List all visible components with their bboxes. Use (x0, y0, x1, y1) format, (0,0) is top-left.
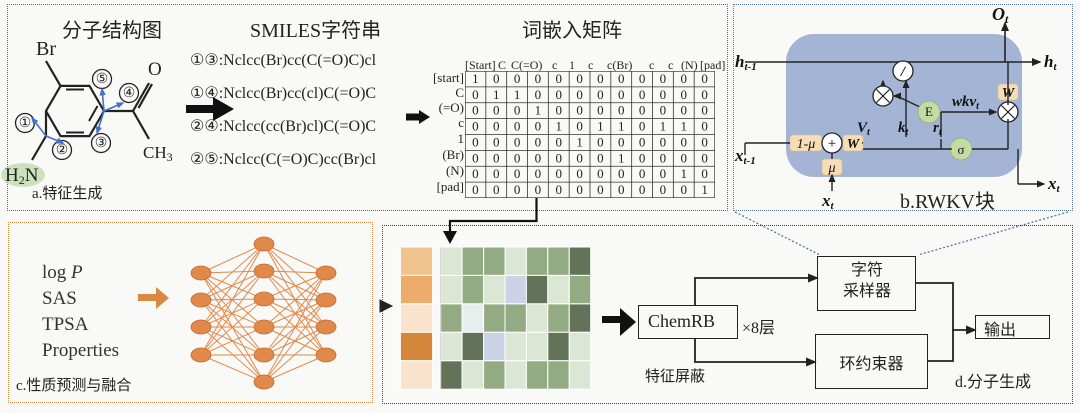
svg-text:③: ③ (95, 136, 108, 151)
svg-text:⑤: ⑤ (96, 72, 109, 87)
svg-text:④: ④ (123, 86, 136, 101)
svg-text:CH3: CH3 (143, 143, 173, 164)
svg-text:②: ② (56, 143, 69, 158)
svg-text:O: O (148, 59, 162, 80)
svg-text:Br: Br (36, 38, 56, 60)
svg-text:①: ① (19, 116, 32, 131)
